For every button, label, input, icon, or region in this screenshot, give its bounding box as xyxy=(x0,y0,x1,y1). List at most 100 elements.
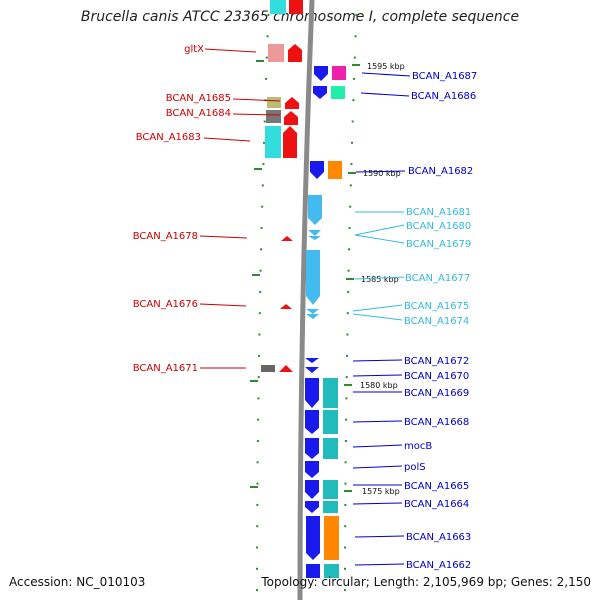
gene-A1663-arrow[interactable] xyxy=(306,516,320,560)
gene-label-BCAN_A1685[interactable]: BCAN_A1685 xyxy=(166,93,231,104)
leader-line xyxy=(354,563,405,566)
tick-mark xyxy=(256,589,258,592)
leader-line xyxy=(352,444,403,448)
tick-mark xyxy=(263,141,265,144)
gene-label-BCAN_A1677[interactable]: BCAN_A1677 xyxy=(405,273,470,284)
tick-mark xyxy=(257,376,260,379)
tick-mark xyxy=(347,290,350,293)
gene-polS-arrow[interactable] xyxy=(305,461,319,478)
tick-mark xyxy=(352,99,355,102)
gene-A1671-box[interactable] xyxy=(261,365,275,372)
gene-A1671-arrow[interactable] xyxy=(279,365,293,372)
tick-mark xyxy=(256,546,259,549)
gene-label-BCAN_A1684[interactable]: BCAN_A1684 xyxy=(166,108,231,119)
gene-A1674-arrow[interactable] xyxy=(306,314,319,319)
gene-A1680-arrow[interactable] xyxy=(308,230,321,236)
gene-A1685-arrow[interactable] xyxy=(285,97,299,109)
gene-label-BCAN_A1687[interactable]: BCAN_A1687 xyxy=(412,71,477,82)
gene-label-BCAN_A1675[interactable]: BCAN_A1675 xyxy=(404,301,469,312)
gene-A1664-box[interactable] xyxy=(323,501,338,513)
gene-A1683-arrow[interactable] xyxy=(283,126,297,158)
gene-label-BCAN_A1671[interactable]: BCAN_A1671 xyxy=(133,363,198,374)
gene-mocB-arrow[interactable] xyxy=(305,438,319,459)
gene-label-BCAN_A1676[interactable]: BCAN_A1676 xyxy=(133,299,198,310)
gene-A1684-arrow[interactable] xyxy=(284,111,298,125)
left-strand-genes xyxy=(261,0,303,372)
gene-A1687-arrow[interactable] xyxy=(314,66,328,81)
gene-block-top[interactable] xyxy=(289,0,303,14)
gene-label-BCAN_A1662[interactable]: BCAN_A1662 xyxy=(406,560,471,571)
gene-A1684-box[interactable] xyxy=(266,110,281,123)
gene-A1686-arrow[interactable] xyxy=(313,86,327,99)
gene-A1669-box[interactable] xyxy=(323,378,338,408)
tick-mark xyxy=(347,269,350,272)
gene-A1669-arrow[interactable] xyxy=(305,378,319,408)
tick-mark xyxy=(259,290,262,293)
kbp-label: 1580 kbp xyxy=(360,381,398,390)
gene-A1685-box[interactable] xyxy=(267,97,281,108)
gene-A1687-box[interactable] xyxy=(332,66,346,80)
gene-A1662-box-2[interactable] xyxy=(324,564,339,578)
leader-line xyxy=(232,98,281,102)
leader-line xyxy=(361,72,411,77)
tick-mark xyxy=(267,14,270,16)
gene-label-BCAN_A1683[interactable]: BCAN_A1683 xyxy=(136,132,201,143)
tick-mark xyxy=(261,184,264,187)
gene-A1682-arrow[interactable] xyxy=(310,161,324,179)
gene-gltX-box[interactable] xyxy=(268,44,284,62)
gene-mocB-box[interactable] xyxy=(323,438,338,459)
tick-mark xyxy=(354,35,357,38)
tick-mark xyxy=(348,227,351,229)
leader-line xyxy=(203,137,251,142)
gene-A1678-arrow[interactable] xyxy=(281,236,293,241)
gene-label-gltX[interactable]: gltX xyxy=(184,44,204,55)
gene-A1668-arrow[interactable] xyxy=(305,410,319,434)
gene-label-mocB[interactable]: mocB xyxy=(404,441,432,452)
gene-label-BCAN_A1665[interactable]: BCAN_A1665 xyxy=(404,481,469,492)
gene-A1676-arrow[interactable] xyxy=(280,304,292,309)
gene-label-BCAN_A1664[interactable]: BCAN_A1664 xyxy=(404,499,469,510)
map-title: Brucella canis ATCC 23365 chromosome I, … xyxy=(80,9,520,25)
gene-A1683-box[interactable] xyxy=(265,126,281,158)
gene-label-BCAN_A1681[interactable]: BCAN_A1681 xyxy=(406,207,471,218)
leader-line xyxy=(352,420,403,423)
gene-label-BCAN_A1663[interactable]: BCAN_A1663 xyxy=(406,532,471,543)
gene-A1668-box[interactable] xyxy=(323,410,338,434)
gene-A1681-arrow[interactable] xyxy=(308,195,322,225)
gene-A1665-arrow[interactable] xyxy=(305,480,319,499)
gene-label-BCAN_A1669[interactable]: BCAN_A1669 xyxy=(404,388,469,399)
tick-mark xyxy=(266,35,269,38)
gene-label-polS[interactable]: polS xyxy=(404,462,426,473)
tick-mark xyxy=(349,184,352,187)
gene-label-BCAN_A1682[interactable]: BCAN_A1682 xyxy=(408,166,473,177)
gene-A1686-box[interactable] xyxy=(331,86,345,99)
tick-mark xyxy=(256,440,259,442)
gene-label-BCAN_A1672[interactable]: BCAN_A1672 xyxy=(404,356,469,367)
tick-mark xyxy=(344,546,347,549)
tick-mark xyxy=(258,312,261,315)
gene-label-BCAN_A1679[interactable]: BCAN_A1679 xyxy=(406,239,471,250)
tick-mark xyxy=(265,77,268,80)
gene-label-BCAN_A1674[interactable]: BCAN_A1674 xyxy=(404,316,469,327)
gene-label-BCAN_A1686[interactable]: BCAN_A1686 xyxy=(411,91,476,102)
gene-gltX-arrow[interactable] xyxy=(288,44,302,62)
gene-A1670-arrow[interactable] xyxy=(305,367,319,373)
gene-label-BCAN_A1670[interactable]: BCAN_A1670 xyxy=(404,371,469,382)
major-tick-mark xyxy=(254,168,262,170)
gene-A1675-arrow[interactable] xyxy=(306,309,319,314)
gene-A1665-box[interactable] xyxy=(323,480,338,499)
gene-A1662-box[interactable] xyxy=(306,564,320,578)
tick-mark xyxy=(344,589,346,592)
gene-block-top[interactable] xyxy=(270,0,286,14)
accession-text: Accession: NC_010103 xyxy=(9,575,146,589)
gene-label-BCAN_A1678[interactable]: BCAN_A1678 xyxy=(133,231,198,242)
gene-A1677-arrow[interactable] xyxy=(306,250,320,305)
gene-A1682-box[interactable] xyxy=(328,161,342,179)
gene-label-BCAN_A1668[interactable]: BCAN_A1668 xyxy=(404,417,469,428)
gene-A1679-arrow[interactable] xyxy=(308,236,321,240)
gene-A1664-arrow[interactable] xyxy=(305,501,319,513)
gene-A1663-box[interactable] xyxy=(324,516,339,560)
gene-A1672-arrow[interactable] xyxy=(305,358,319,363)
tick-mark xyxy=(351,120,354,123)
gene-label-BCAN_A1680[interactable]: BCAN_A1680 xyxy=(406,221,471,232)
